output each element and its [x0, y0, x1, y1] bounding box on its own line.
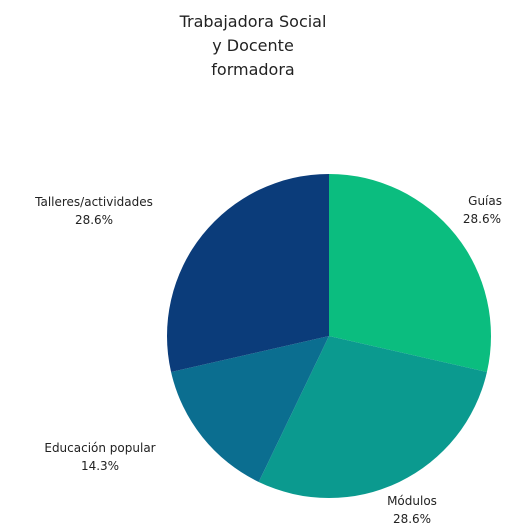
pie-slice-1 [329, 174, 491, 373]
chart-title-line-3: formadora [211, 60, 295, 79]
pie-slice-4 [167, 174, 329, 373]
pie-labels: Guías 28.6% Módulos 28.6% Educación popular 1… [34, 194, 502, 526]
chart-title: Trabajadora Social y Docente formadora [0, 10, 506, 82]
chart-title-line-2: y Docente [212, 36, 294, 55]
slice-label-2: Módulos [387, 494, 437, 508]
slice-label-4: Talleres/actividades [34, 195, 153, 209]
pie-slices [167, 174, 491, 498]
slice-label-3: Educación popular [44, 441, 155, 455]
slice-label-1: Guías [468, 194, 502, 208]
slice-pct-label-2: 28.6% [393, 512, 431, 526]
pie-slice-2 [258, 336, 487, 498]
slice-pct-label-3: 14.3% [81, 459, 119, 473]
slice-pct-label-4: 28.6% [75, 213, 113, 227]
pie-slice-3 [171, 336, 329, 482]
slice-pct-label-1: 28.6% [463, 212, 501, 226]
chart-title-line-1: Trabajadora Social [179, 12, 327, 31]
